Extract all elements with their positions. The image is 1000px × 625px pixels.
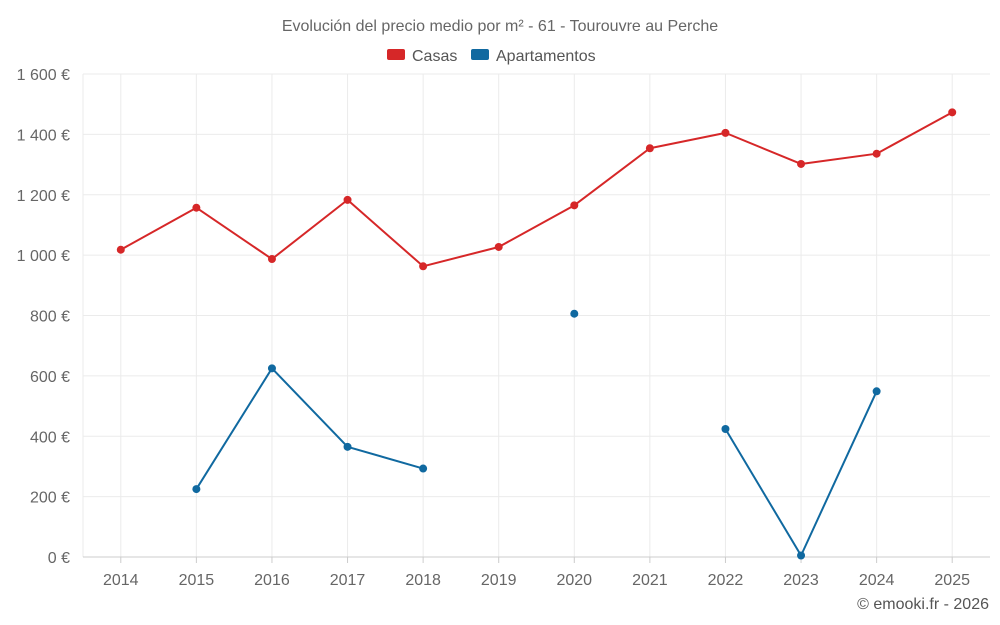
data-point-casas[interactable] [721, 128, 730, 137]
data-point-casas[interactable] [494, 242, 503, 251]
data-point-casas[interactable] [948, 108, 957, 117]
y-tick-label: 600 € [30, 369, 70, 386]
grid [82, 73, 990, 557]
x-tick-label: 2025 [934, 572, 970, 589]
data-point-apartamentos[interactable] [797, 551, 806, 560]
data-point-apartamentos[interactable] [192, 485, 201, 494]
y-tick-label: 200 € [30, 490, 70, 507]
x-tick-label: 2017 [330, 572, 366, 589]
data-point-casas[interactable] [872, 149, 881, 158]
data-point-apartamentos[interactable] [419, 464, 428, 473]
chart-title: Evolución del precio medio por m² - 61 -… [282, 18, 718, 35]
data-point-casas[interactable] [343, 195, 352, 204]
legend[interactable]: Casas Apartamentos [387, 48, 596, 65]
data-point-casas[interactable] [116, 245, 125, 254]
data-point-casas[interactable] [192, 203, 201, 212]
legend-label-apartamentos[interactable]: Apartamentos [496, 48, 596, 65]
x-tick-label: 2016 [254, 572, 290, 589]
x-tick-label: 2021 [632, 572, 668, 589]
y-tick-label: 400 € [30, 429, 70, 446]
credit-text: © emooki.fr - 2026 [857, 596, 989, 613]
y-tick-label: 1 400 € [17, 127, 70, 144]
series-line-casas [120, 111, 953, 268]
y-tick-label: 800 € [30, 309, 70, 326]
data-point-apartamentos[interactable] [872, 387, 881, 396]
data-point-casas[interactable] [645, 144, 654, 153]
data-point-casas[interactable] [267, 255, 276, 264]
series-line-apartamentos [195, 367, 424, 490]
y-tick-label: 1 600 € [17, 67, 70, 84]
y-tick-label: 1 000 € [17, 248, 70, 265]
y-tick-label: 1 200 € [17, 188, 70, 205]
x-tick-label: 2023 [783, 572, 819, 589]
x-tick-label: 2020 [556, 572, 592, 589]
x-tick-label: 2015 [179, 572, 215, 589]
data-point-casas[interactable] [570, 201, 579, 210]
data-point-apartamentos[interactable] [570, 309, 579, 318]
axes: 0 € 200 € 400 € 600 € 800 € 1 000 € 1 200 € 1 4… [17, 67, 990, 589]
legend-swatch-casas[interactable] [387, 49, 405, 60]
y-tick-label: 0 € [48, 550, 70, 567]
data-point-apartamentos[interactable] [721, 425, 730, 434]
x-tick-label: 2018 [405, 572, 441, 589]
x-tick-label: 2014 [103, 572, 139, 589]
x-tick-label: 2019 [481, 572, 517, 589]
data-point-apartamentos[interactable] [267, 364, 276, 373]
data-point-casas[interactable] [797, 159, 806, 168]
data-point-casas[interactable] [419, 262, 428, 271]
x-tick-label: 2024 [859, 572, 895, 589]
series [116, 108, 957, 560]
data-point-apartamentos[interactable] [343, 442, 352, 451]
legend-swatch-apartamentos[interactable] [471, 49, 489, 60]
legend-label-casas[interactable]: Casas [412, 48, 457, 65]
x-tick-label: 2022 [708, 572, 744, 589]
